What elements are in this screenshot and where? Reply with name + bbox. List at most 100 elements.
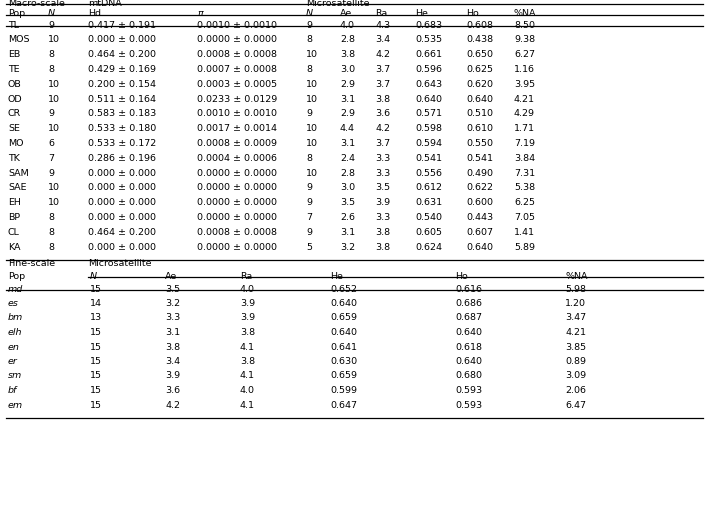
Text: Ae: Ae bbox=[340, 10, 352, 19]
Text: 3.95: 3.95 bbox=[514, 80, 535, 89]
Text: 0.640: 0.640 bbox=[466, 243, 493, 252]
Text: CR: CR bbox=[8, 109, 21, 118]
Text: 4.0: 4.0 bbox=[240, 285, 255, 294]
Text: 0.583 ± 0.183: 0.583 ± 0.183 bbox=[88, 109, 156, 118]
Text: MOS: MOS bbox=[8, 35, 29, 44]
Text: 0.510: 0.510 bbox=[466, 109, 493, 118]
Text: 10: 10 bbox=[48, 198, 60, 207]
Text: 0.0010 ± 0.0010: 0.0010 ± 0.0010 bbox=[197, 109, 277, 118]
Text: 4.0: 4.0 bbox=[240, 386, 255, 395]
Text: 3.2: 3.2 bbox=[340, 243, 355, 252]
Text: 0.625: 0.625 bbox=[466, 65, 493, 74]
Text: 4.0: 4.0 bbox=[340, 21, 355, 29]
Text: 10: 10 bbox=[48, 184, 60, 192]
Text: Pop: Pop bbox=[8, 10, 25, 19]
Text: 0.200 ± 0.154: 0.200 ± 0.154 bbox=[88, 80, 156, 89]
Text: Microsatellite: Microsatellite bbox=[306, 0, 370, 7]
Text: 10: 10 bbox=[48, 95, 60, 104]
Text: 0.490: 0.490 bbox=[466, 169, 493, 178]
Text: EH: EH bbox=[8, 198, 21, 207]
Text: 0.622: 0.622 bbox=[466, 184, 493, 192]
Text: 5.38: 5.38 bbox=[514, 184, 535, 192]
Text: 0.659: 0.659 bbox=[330, 313, 357, 322]
Text: en: en bbox=[8, 343, 20, 352]
Text: 0.464 ± 0.200: 0.464 ± 0.200 bbox=[88, 228, 156, 237]
Text: 2.8: 2.8 bbox=[340, 35, 355, 44]
Text: 5: 5 bbox=[306, 243, 312, 252]
Text: 2.8: 2.8 bbox=[340, 169, 355, 178]
Text: 0.594: 0.594 bbox=[415, 139, 442, 148]
Text: 3.4: 3.4 bbox=[165, 357, 180, 366]
Text: 0.000 ± 0.000: 0.000 ± 0.000 bbox=[88, 169, 156, 178]
Text: π: π bbox=[197, 10, 203, 19]
Text: EB: EB bbox=[8, 50, 20, 59]
Text: SE: SE bbox=[8, 124, 20, 133]
Text: 15: 15 bbox=[90, 285, 102, 294]
Text: bf: bf bbox=[8, 386, 17, 395]
Text: 0.0017 ± 0.0014: 0.0017 ± 0.0014 bbox=[197, 124, 277, 133]
Text: 3.47: 3.47 bbox=[565, 313, 586, 322]
Text: 10: 10 bbox=[48, 35, 60, 44]
Text: 3.2: 3.2 bbox=[165, 299, 180, 308]
Text: 2.4: 2.4 bbox=[340, 154, 355, 163]
Text: 10: 10 bbox=[48, 80, 60, 89]
Text: 10: 10 bbox=[306, 139, 318, 148]
Text: 10: 10 bbox=[306, 95, 318, 104]
Text: 0.640: 0.640 bbox=[455, 328, 482, 337]
Text: 0.641: 0.641 bbox=[330, 343, 357, 352]
Text: elh: elh bbox=[8, 328, 23, 337]
Text: 15: 15 bbox=[90, 328, 102, 337]
Text: 8: 8 bbox=[48, 50, 54, 59]
Text: 3.3: 3.3 bbox=[165, 313, 181, 322]
Text: 9: 9 bbox=[306, 109, 312, 118]
Text: 7.19: 7.19 bbox=[514, 139, 535, 148]
Text: %NA: %NA bbox=[514, 10, 537, 19]
Text: 0.0000 ± 0.0000: 0.0000 ± 0.0000 bbox=[197, 184, 277, 192]
Text: 0.533 ± 0.172: 0.533 ± 0.172 bbox=[88, 139, 156, 148]
Text: 4.21: 4.21 bbox=[514, 95, 535, 104]
Text: OD: OD bbox=[8, 95, 23, 104]
Text: 0.0000 ± 0.0000: 0.0000 ± 0.0000 bbox=[197, 35, 277, 44]
Text: 0.630: 0.630 bbox=[330, 357, 357, 366]
Text: 0.640: 0.640 bbox=[330, 299, 357, 308]
Text: 3.8: 3.8 bbox=[375, 95, 390, 104]
Text: 10: 10 bbox=[306, 124, 318, 133]
Text: N: N bbox=[48, 10, 55, 19]
Text: 2.06: 2.06 bbox=[565, 386, 586, 395]
Text: 0.596: 0.596 bbox=[415, 65, 442, 74]
Text: 0.0000 ± 0.0000: 0.0000 ± 0.0000 bbox=[197, 213, 277, 222]
Text: Ho: Ho bbox=[466, 10, 479, 19]
Text: 3.1: 3.1 bbox=[340, 95, 355, 104]
Text: 0.000 ± 0.000: 0.000 ± 0.000 bbox=[88, 213, 156, 222]
Text: bm: bm bbox=[8, 313, 23, 322]
Text: 7.31: 7.31 bbox=[514, 169, 535, 178]
Text: md: md bbox=[8, 285, 23, 294]
Text: 2.9: 2.9 bbox=[340, 109, 355, 118]
Text: 15: 15 bbox=[90, 343, 102, 352]
Text: 0.618: 0.618 bbox=[455, 343, 482, 352]
Text: SAE: SAE bbox=[8, 184, 26, 192]
Text: 4.3: 4.3 bbox=[375, 21, 390, 29]
Text: 3.3: 3.3 bbox=[375, 169, 390, 178]
Text: 3.6: 3.6 bbox=[375, 109, 390, 118]
Text: 3.8: 3.8 bbox=[240, 357, 255, 366]
Text: 10: 10 bbox=[306, 80, 318, 89]
Text: 0.631: 0.631 bbox=[415, 198, 442, 207]
Text: 9: 9 bbox=[48, 169, 54, 178]
Text: He: He bbox=[330, 272, 343, 281]
Text: 3.8: 3.8 bbox=[340, 50, 355, 59]
Text: 9: 9 bbox=[48, 21, 54, 29]
Text: 3.6: 3.6 bbox=[165, 386, 180, 395]
Text: 3.9: 3.9 bbox=[165, 371, 180, 380]
Text: TK: TK bbox=[8, 154, 20, 163]
Text: KA: KA bbox=[8, 243, 21, 252]
Text: 3.9: 3.9 bbox=[375, 198, 390, 207]
Text: 8: 8 bbox=[48, 228, 54, 237]
Text: Macro-scale: Macro-scale bbox=[8, 0, 65, 7]
Text: N: N bbox=[306, 10, 313, 19]
Text: 0.000 ± 0.000: 0.000 ± 0.000 bbox=[88, 198, 156, 207]
Text: BP: BP bbox=[8, 213, 20, 222]
Text: 3.9: 3.9 bbox=[240, 299, 255, 308]
Text: 3.3: 3.3 bbox=[375, 154, 390, 163]
Text: 8: 8 bbox=[48, 243, 54, 252]
